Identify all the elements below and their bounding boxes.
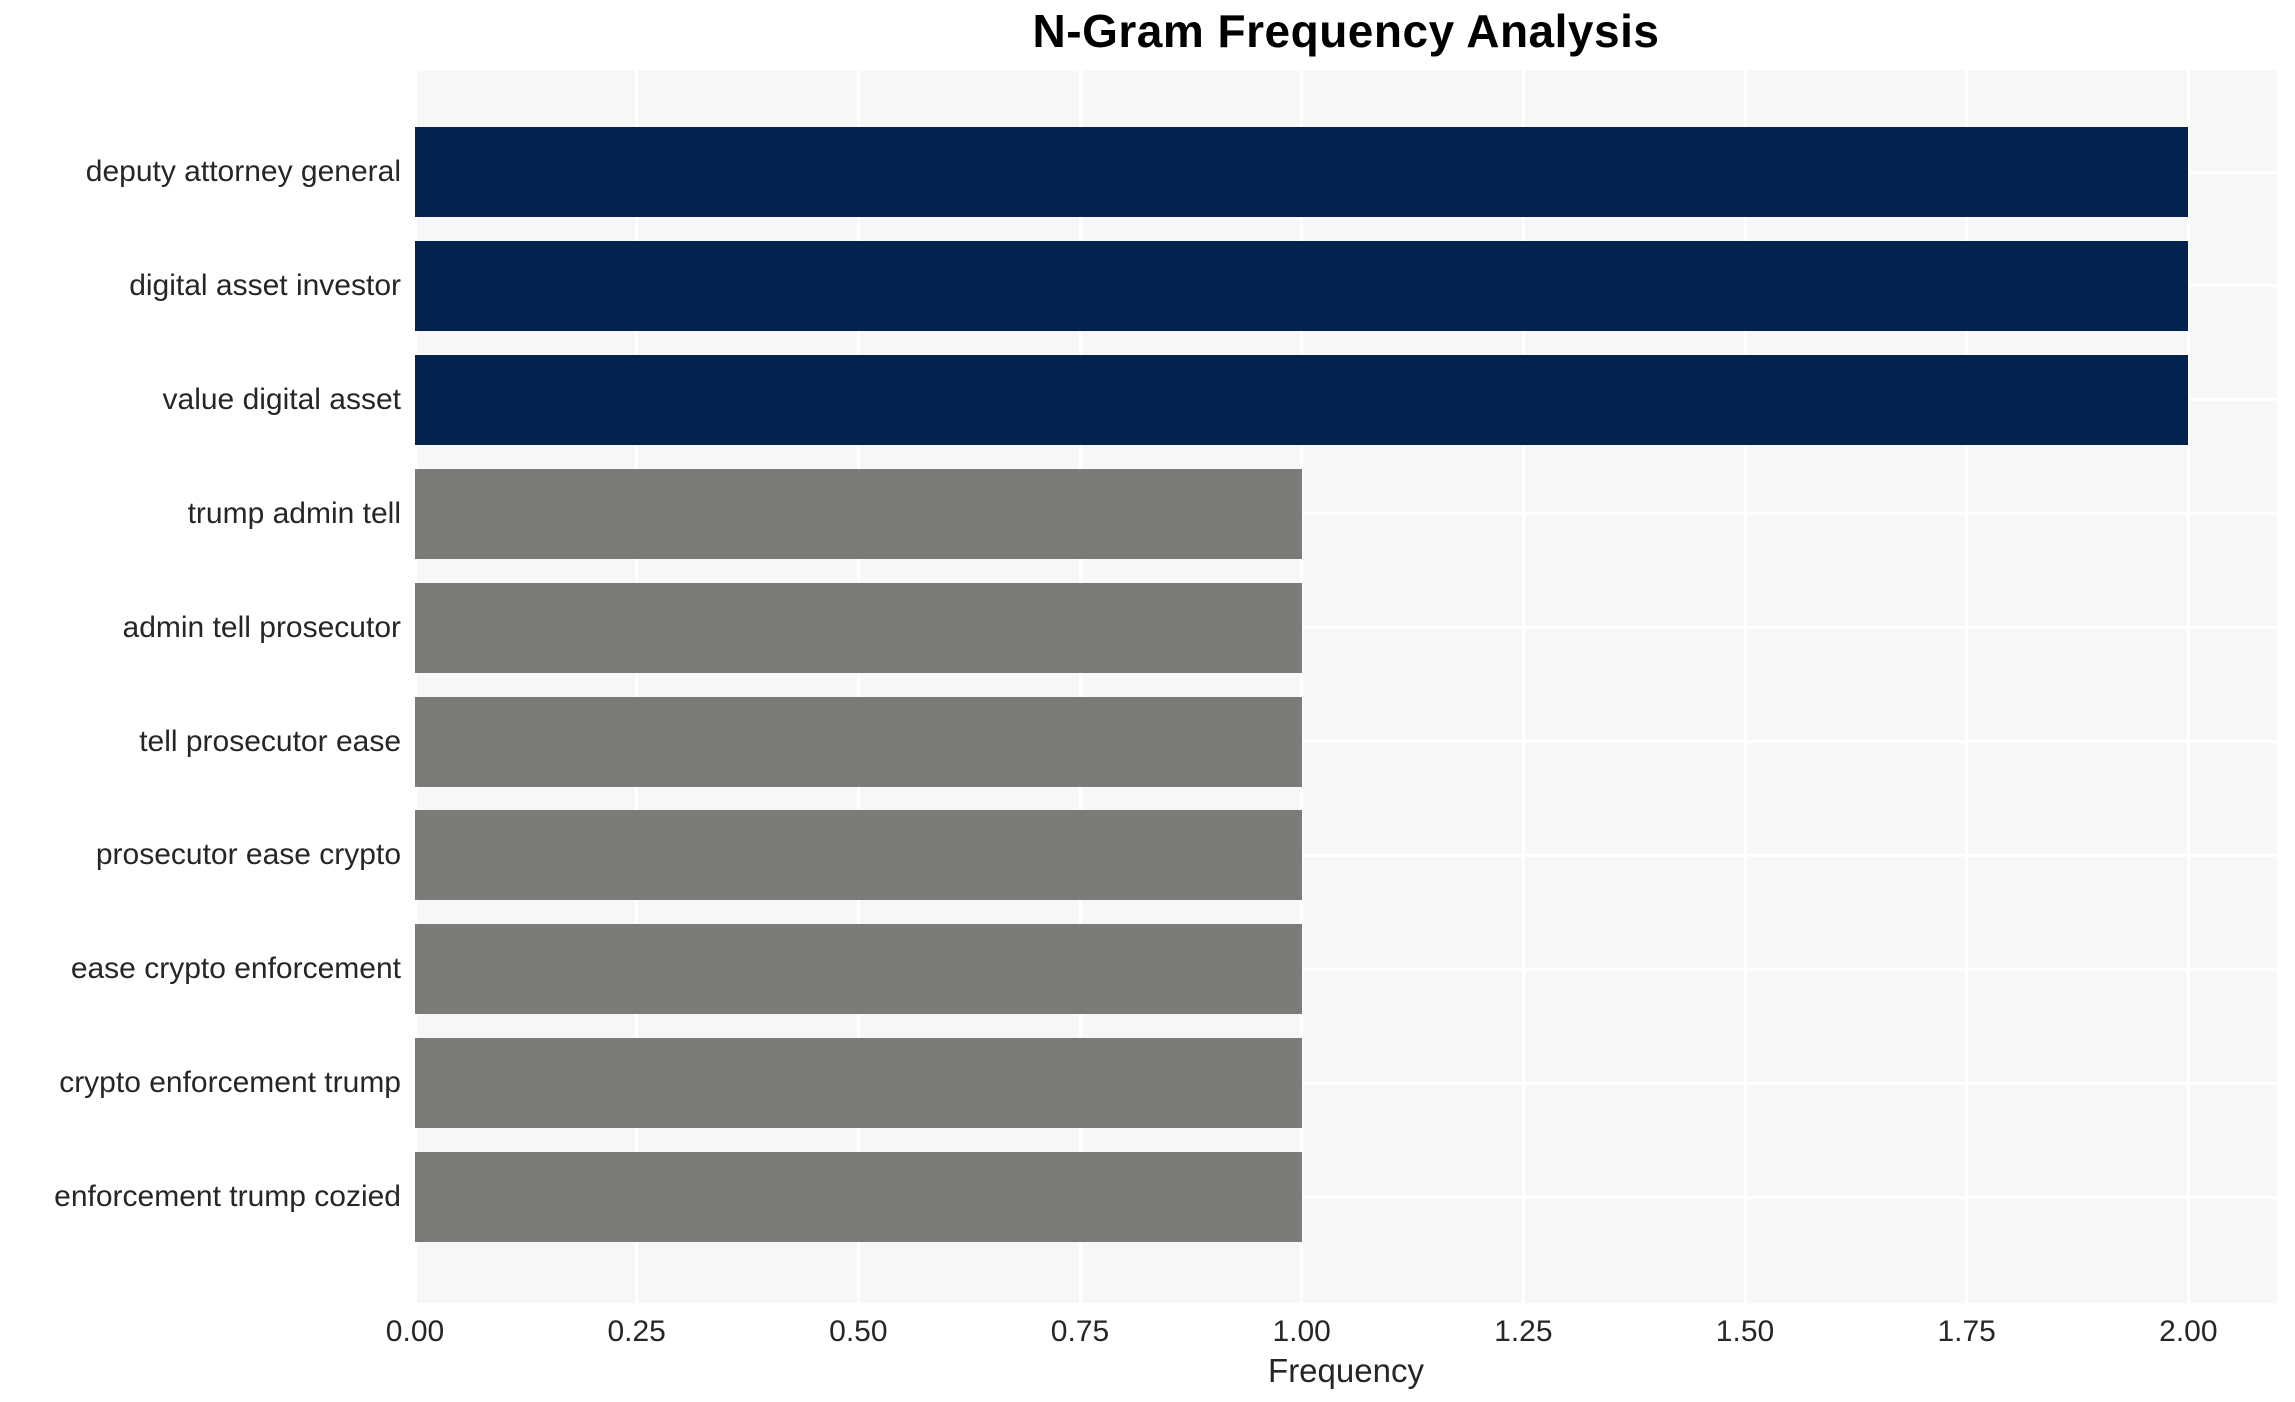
y-gridline [415, 1081, 2277, 1085]
x-tick-label: 1.50 [1715, 1315, 1775, 1348]
category-label: crypto enforcement trump [59, 1066, 401, 1100]
x-gridline [413, 70, 417, 1303]
bar-admin-tell-prosecutor [415, 582, 1302, 673]
bar-prosecutor-ease-crypto [415, 810, 1302, 901]
category-label: trump admin tell [187, 496, 401, 530]
bar-digital-asset-investor [415, 240, 2189, 331]
category-label: enforcement trump cozied [54, 1180, 401, 1214]
bar-tell-prosecutor-ease [415, 696, 1302, 787]
x-gridline [856, 70, 860, 1303]
y-gridline [415, 853, 2277, 857]
category-label: value digital asset [162, 382, 401, 416]
x-gridline [1521, 70, 1525, 1303]
category-label: admin tell prosecutor [122, 610, 401, 644]
category-label: tell prosecutor ease [139, 724, 401, 758]
bar-deputy-attorney-general [415, 127, 2189, 217]
x-tick-label: 1.75 [1937, 1315, 1996, 1348]
x-gridline [1743, 70, 1747, 1303]
bar-value-digital-asset [415, 354, 2189, 445]
x-tick-label: 2.00 [2159, 1315, 2218, 1348]
x-gridline [1965, 70, 1969, 1303]
x-tick-label: 0.25 [607, 1315, 666, 1348]
category-label: deputy attorney general [85, 155, 401, 188]
x-gridline [635, 70, 639, 1303]
x-tick-label: 0.75 [1050, 1315, 1110, 1348]
plot-area [413, 70, 2277, 1303]
x-tick-label: 0.50 [829, 1315, 888, 1348]
bar-ease-crypto-enforcement [415, 924, 1302, 1015]
category-label: digital asset investor [129, 268, 401, 302]
bar-trump-admin-tell [415, 468, 1302, 559]
x-tick-label: 1.25 [1494, 1315, 1553, 1348]
y-gridline [415, 1195, 2277, 1199]
x-gridline [1078, 70, 1082, 1303]
category-label: ease crypto enforcement [70, 952, 401, 986]
y-gridline [415, 740, 2277, 743]
x-tick-label: 1.00 [1272, 1315, 1331, 1348]
x-gridline [2186, 70, 2190, 1303]
bar-crypto-enforcement-trump [415, 1038, 1302, 1129]
x-tick-label: 0.00 [385, 1315, 445, 1348]
category-label: prosecutor ease crypto [95, 838, 401, 872]
y-gridline [415, 626, 2277, 630]
bar-enforcement-trump-cozied [415, 1152, 1302, 1243]
y-gridline [415, 512, 2277, 516]
chart-title: N-Gram Frequency Analysis [1032, 5, 1660, 57]
x-gridline [1300, 70, 1304, 1303]
x-axis-label: Frequency [1268, 1352, 1424, 1389]
y-gridline [415, 967, 2277, 971]
